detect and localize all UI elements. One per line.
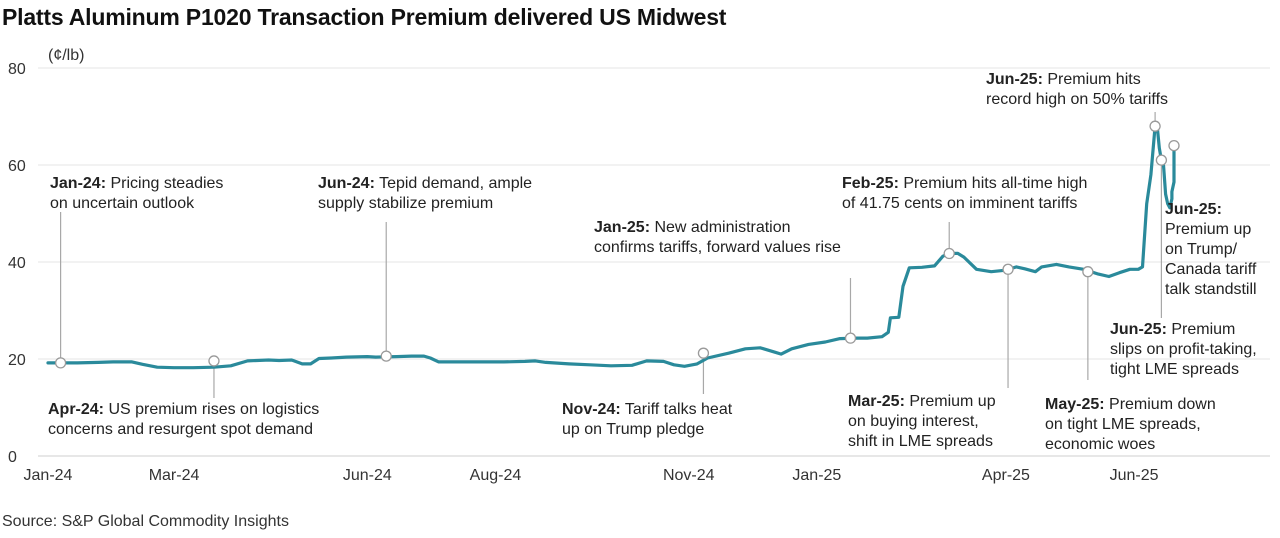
annotation-marker xyxy=(208,355,220,367)
x-tick-label: Jan-25 xyxy=(792,467,841,484)
annotations: Jan-24: Pricing steadies on uncertain out… xyxy=(48,71,1257,453)
annotation-text: Apr-24: US premium rises on logistics con… xyxy=(48,401,319,438)
y-tick-label: 40 xyxy=(8,255,26,272)
annotation-text: Jun-25: Premium hits record high on 50% t… xyxy=(986,71,1168,108)
annotation-marker xyxy=(54,357,67,369)
annotation-text: Jun-24: Tepid demand, ample supply stabil… xyxy=(318,175,532,212)
x-tick-label: Nov-24 xyxy=(663,467,715,484)
y-tick-label: 60 xyxy=(8,158,26,175)
annotation-text: Mar-25: Premium up on buying interest, shi… xyxy=(848,393,996,450)
x-tick-label: Aug-24 xyxy=(470,467,522,484)
y-tick-label: 0 xyxy=(8,449,17,466)
annotation-text: Jan-24: Pricing steadies on uncertain out… xyxy=(50,175,223,212)
x-tick-label: Apr-25 xyxy=(982,467,1030,484)
y-tick-label: 80 xyxy=(8,61,26,78)
annotation-text: Jun-25: Premium up on Trump/Canada tariff t… xyxy=(1165,201,1257,298)
y-axis-ticks: 0 20 40 60 80 xyxy=(8,61,26,466)
x-tick-label: Jun-24 xyxy=(343,467,392,484)
annotation-text: Jun-25: Premium slips on profit-taking, ti… xyxy=(1110,321,1257,378)
gridlines xyxy=(38,67,1270,457)
annotation-marker xyxy=(1149,120,1161,132)
annotation-text: Nov-24: Tariff talks heat up on Trump ple… xyxy=(562,401,733,438)
annotation-marker xyxy=(1082,266,1094,278)
annotation-marker xyxy=(943,247,955,260)
chart-title: Platts Aluminum P1020 Transaction Premiu… xyxy=(2,4,727,30)
x-tick-label: Mar-24 xyxy=(149,467,200,484)
premium-series-line xyxy=(46,124,1176,370)
annotation-marker xyxy=(1168,139,1180,152)
x-axis-ticks: Jan-24 Mar-24 Jun-24 Aug-24 Nov-24 Jan-25 Apr-… xyxy=(24,467,1159,484)
annotation-marker xyxy=(844,332,857,344)
annotation-text: Jan-25: New administration confirms tarif… xyxy=(594,219,841,256)
annotation-markers xyxy=(54,120,1180,369)
annotation-marker xyxy=(1002,263,1014,275)
annotation-text: Feb-25: Premium hits all-time high of 41.… xyxy=(842,175,1087,212)
annotation-marker xyxy=(1155,154,1168,166)
x-tick-label: Jan-24 xyxy=(24,467,73,484)
source-note: Source: S&P Global Commodity Insights xyxy=(2,513,289,530)
y-axis-unit-label: (¢/lb) xyxy=(48,47,84,64)
x-tick-label: Jun-25 xyxy=(1110,467,1159,484)
y-tick-label: 20 xyxy=(8,352,26,369)
annotation-text: May-25: Premium down on tight LME spreads… xyxy=(1045,396,1216,453)
annotation-marker xyxy=(380,350,392,362)
annotation-marker xyxy=(697,347,710,359)
